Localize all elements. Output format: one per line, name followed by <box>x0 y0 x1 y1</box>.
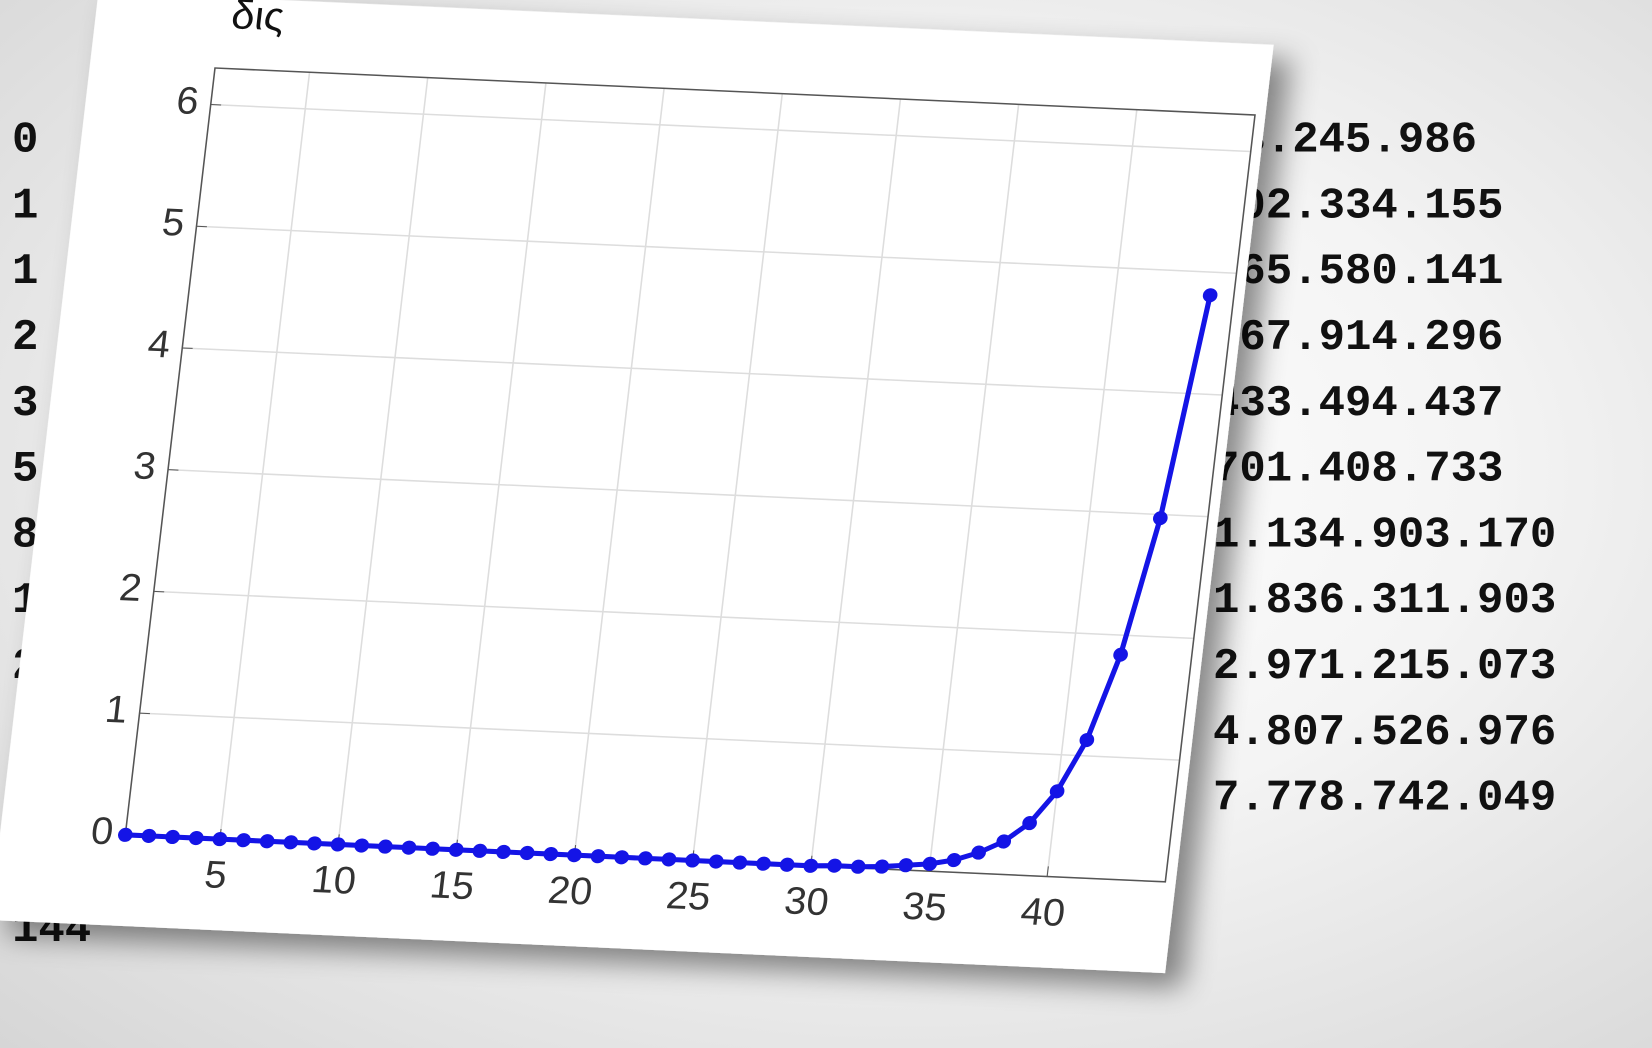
right-number: 7.778.742.049 <box>1213 774 1556 824</box>
right-number: 433.494.437 <box>1213 379 1503 429</box>
grid-line <box>219 72 311 840</box>
right-number: 102.334.155 <box>1213 181 1503 231</box>
left-number: 0 <box>12 116 38 166</box>
data-point <box>283 835 299 850</box>
data-point <box>236 833 251 848</box>
grid: 0 1 2 3 4 5 6 5 10 15 20 25 30 35 40 <box>89 72 1251 935</box>
grid-line <box>210 103 1251 153</box>
data-point <box>1113 647 1128 662</box>
data-point <box>685 853 700 868</box>
data-point <box>496 844 511 860</box>
x-tick-label: 20 <box>546 869 595 913</box>
data-point <box>779 857 795 872</box>
y-tick-label: 3 <box>131 445 158 488</box>
data-point <box>165 829 180 845</box>
grid-line <box>167 468 1209 518</box>
x-tick-label: 40 <box>1018 891 1067 935</box>
right-column: 63.245.986102.334.155165.580.141267.914.… <box>1213 116 1556 824</box>
data-point <box>614 850 630 865</box>
data-point <box>1022 816 1037 831</box>
right-number: 267.914.296 <box>1213 313 1503 363</box>
grid-line <box>455 82 547 850</box>
left-number: 3 <box>12 379 38 429</box>
right-number: 4.807.526.976 <box>1213 708 1556 758</box>
data-point <box>1202 288 1218 303</box>
data-point <box>472 843 488 858</box>
grid-line <box>1046 109 1138 877</box>
y-axis-label: δις <box>229 0 287 39</box>
y-tick-label: 0 <box>89 810 116 853</box>
data-point <box>1049 784 1065 799</box>
data-point <box>637 851 653 866</box>
grid-line <box>139 712 1180 761</box>
tick-mark <box>1046 866 1049 877</box>
x-tick-label: 25 <box>664 875 713 919</box>
left-number: 1 <box>12 181 38 231</box>
data-point <box>307 836 322 851</box>
grid-line <box>809 98 902 866</box>
y-tick-label: 6 <box>174 80 201 123</box>
data-point <box>117 827 133 842</box>
y-tick-label: 1 <box>103 688 130 731</box>
data-point <box>946 852 962 868</box>
data-point <box>996 834 1012 849</box>
grid-line <box>928 104 1020 872</box>
data-point <box>425 841 440 856</box>
data-point <box>732 855 748 870</box>
left-number: 1 <box>12 247 38 297</box>
y-tick-label: 5 <box>160 201 187 244</box>
y-tick-label: 2 <box>117 567 144 610</box>
grid-line <box>337 77 429 845</box>
data-point <box>330 837 346 852</box>
y-tick-label: 4 <box>146 323 173 366</box>
data-point <box>922 856 938 871</box>
data-point <box>259 834 275 849</box>
data-point <box>803 858 819 873</box>
left-number: 5 <box>12 445 38 495</box>
data-point <box>661 852 677 867</box>
plot <box>117 288 1218 874</box>
right-number: 1.836.311.903 <box>1213 576 1556 626</box>
x-tick-label: 35 <box>900 885 949 929</box>
data-point <box>567 848 582 863</box>
data-point <box>519 845 535 861</box>
right-number: 1.134.903.170 <box>1213 510 1556 560</box>
data-point <box>971 845 986 860</box>
right-number: 165.580.141 <box>1213 247 1503 297</box>
data-point <box>401 840 417 855</box>
grid-line <box>691 93 784 861</box>
data-point <box>708 854 724 869</box>
x-tick-label: 5 <box>202 854 229 897</box>
data-point <box>898 858 914 873</box>
data-point <box>756 856 771 871</box>
right-number: 2.971.215.073 <box>1213 642 1556 692</box>
data-point <box>188 830 204 846</box>
data-point <box>590 849 606 864</box>
grid-line <box>573 88 665 856</box>
x-tick-label: 15 <box>428 864 477 908</box>
chart-frame <box>0 0 1274 974</box>
data-point <box>1079 732 1095 748</box>
data-point <box>874 859 890 874</box>
data-point <box>141 828 157 843</box>
grid-line <box>182 347 1223 396</box>
data-point <box>850 859 866 874</box>
data-point <box>448 842 464 857</box>
data-point <box>827 858 842 873</box>
grid-line <box>153 590 1194 640</box>
x-tick-label: 30 <box>782 880 831 924</box>
grid-line <box>196 225 1237 274</box>
data-point <box>543 846 559 862</box>
x-tick-label: 10 <box>309 859 358 903</box>
data-point <box>212 832 228 847</box>
right-number: 701.408.733 <box>1213 445 1503 495</box>
data-point <box>1152 511 1168 526</box>
left-number: 2 <box>12 313 38 363</box>
data-point <box>354 838 370 853</box>
data-point <box>377 839 393 854</box>
